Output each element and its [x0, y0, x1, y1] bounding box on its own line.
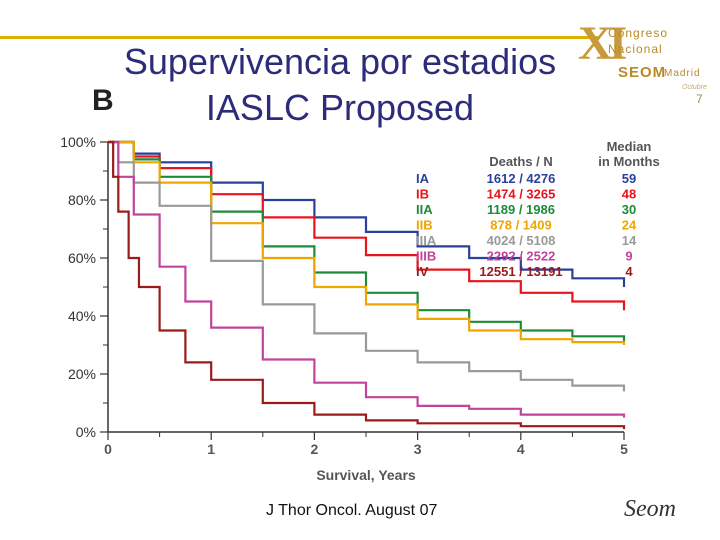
legend-median: 48	[622, 187, 636, 202]
x-tick-label: 0	[104, 441, 112, 457]
legend-header-median: Median	[607, 139, 652, 154]
x-tick-label: 5	[620, 441, 628, 457]
y-tick-label: 80%	[68, 192, 96, 208]
citation: J Thor Oncol. August 07	[266, 502, 438, 519]
legend-stage: IIB	[416, 218, 433, 233]
congress-digit: 7	[696, 92, 703, 106]
congress-national-word: Nacional	[608, 42, 663, 56]
y-tick-label: 40%	[68, 308, 96, 324]
slide-title-line1: Supervivencia por estadios	[123, 41, 557, 82]
x-tick-label: 4	[517, 441, 525, 457]
x-tick-label: 3	[414, 441, 422, 457]
series-line-iv	[108, 140, 626, 430]
slide-title-line2: IASLC Proposed	[205, 87, 475, 128]
legend-median: 24	[622, 218, 637, 233]
legend-median: 14	[622, 233, 637, 248]
x-axis-label: Survival, Years	[316, 467, 416, 483]
seom-footer-logo: Seom	[620, 492, 686, 526]
legend-deaths-n: 12551 / 13191	[479, 264, 562, 279]
legend-deaths-n: 878 / 1409	[490, 218, 551, 233]
y-tick-label: 100%	[60, 134, 96, 150]
series-line-iib	[108, 140, 626, 345]
y-tick-label: 20%	[68, 366, 96, 382]
x-tick-label: 2	[311, 441, 319, 457]
legend-stage: IB	[416, 187, 429, 202]
legend-deaths-n: 4024 / 5108	[487, 233, 556, 248]
congress-word: Congreso	[608, 26, 669, 40]
legend-deaths-n: 1189 / 1986	[487, 202, 555, 217]
legend-header-deaths: Deaths / N	[489, 154, 553, 169]
panel-letter: B	[92, 84, 114, 117]
congress-city: Madrid	[664, 68, 701, 79]
congress-org: SEOM	[618, 64, 667, 81]
legend-stage: IIIA	[416, 233, 437, 248]
legend-deaths-n: 1474 / 3265	[487, 187, 556, 202]
legend-median: 9	[625, 249, 632, 264]
congress-roman-numeral: XI	[578, 17, 627, 70]
accent-bar	[0, 36, 600, 39]
legend-median: 4	[625, 264, 633, 279]
legend-stage: IIIB	[416, 249, 436, 264]
series-line-iiib	[108, 140, 626, 418]
seom-footer-logo-text: Seom	[624, 496, 676, 522]
legend-median: 59	[622, 171, 636, 186]
legend-deaths-n: 2292 / 2522	[487, 249, 556, 264]
congress-month: Octubre	[682, 84, 707, 91]
x-tick-label: 1	[207, 441, 215, 457]
legend-stage: IV	[416, 264, 429, 279]
legend-header-months: in Months	[598, 154, 659, 169]
legend-deaths-n: 1612 / 4276	[487, 171, 556, 186]
y-tick-label: 0%	[76, 424, 96, 440]
legend-stage: IIA	[416, 202, 433, 217]
legend-median: 30	[622, 202, 636, 217]
legend-stage: IA	[416, 171, 430, 186]
congress-logo: XI Congreso Nacional SEOM Madrid Octubre…	[578, 14, 718, 106]
y-tick-label: 60%	[68, 250, 96, 266]
